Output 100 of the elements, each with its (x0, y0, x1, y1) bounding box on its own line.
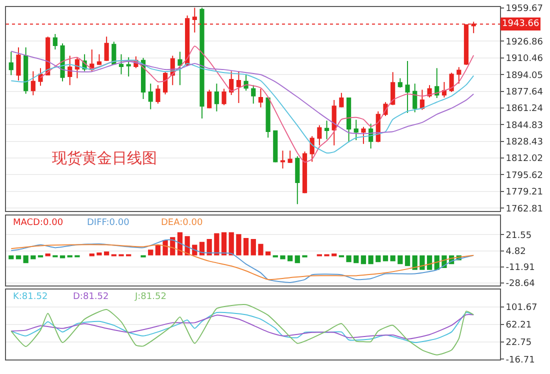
candlestick (339, 92, 344, 108)
candlestick (412, 83, 418, 113)
candlestick (178, 51, 182, 86)
candlestick (442, 81, 447, 98)
candlestick (207, 89, 212, 109)
y-tick-label: 1894.05 (506, 70, 544, 81)
candlestick (354, 119, 358, 141)
candlestick (420, 89, 424, 110)
candlestick (156, 84, 160, 104)
bar (250, 239, 256, 256)
candlestick (74, 56, 80, 79)
ref-line-label: 1943.66 (502, 19, 540, 29)
bar (265, 252, 271, 256)
candlestick (229, 70, 234, 96)
candlestick (162, 70, 168, 95)
candlestick (38, 68, 43, 86)
bar (354, 255, 359, 264)
candlestick (310, 136, 314, 162)
bar (23, 255, 28, 264)
candlestick (302, 151, 308, 194)
bar (346, 255, 352, 262)
bar (30, 255, 36, 260)
bar (221, 232, 227, 256)
text: MACD:0.00 (13, 218, 64, 228)
bar (214, 233, 220, 256)
bar (412, 255, 418, 270)
bar (148, 250, 154, 256)
y-tick-label: 1779.21 (506, 188, 544, 198)
candlestick (118, 54, 124, 75)
bar (280, 255, 286, 260)
bar (60, 255, 66, 258)
y-tick-label: 21.55 (506, 230, 532, 241)
y-tick-label: -28.64 (506, 279, 536, 290)
y-tick-label: 1762.81 (506, 204, 544, 214)
candlestick (295, 156, 300, 205)
candlestick (126, 56, 131, 77)
line-series (10, 304, 474, 356)
candlestick (148, 83, 153, 110)
candlestick (288, 150, 292, 164)
candlestick (30, 70, 36, 96)
bar (368, 255, 374, 264)
candlestick (405, 60, 410, 114)
bar (420, 255, 425, 270)
y-tick-label: -16.71 (506, 355, 535, 366)
bar (390, 255, 396, 262)
y-tick-label: 101.67 (506, 303, 538, 314)
candlestick (317, 124, 322, 146)
bar (236, 234, 242, 256)
y-tick-label: 1926.86 (506, 37, 544, 48)
bar (155, 244, 161, 256)
bar (89, 253, 94, 256)
candlestick (258, 88, 264, 108)
y-tick-label: 4.82 (506, 246, 526, 257)
candlestick (280, 150, 286, 170)
candlestick (273, 130, 278, 163)
y-tick-label: 1828.43 (506, 138, 544, 148)
candlestick (398, 78, 402, 88)
y-tick-label: 62.21 (506, 320, 532, 331)
series-label: DIFF:0.00 (87, 218, 130, 228)
bar (332, 253, 337, 256)
bar (228, 232, 234, 256)
bar (398, 255, 403, 264)
bar (404, 255, 410, 266)
y-tick-label: 1959.67 (506, 4, 544, 14)
y-tick-label: 1812.02 (506, 154, 544, 164)
bar (294, 255, 300, 264)
y-tick-label: 22.75 (506, 338, 532, 348)
y-tick-label: 1877.64 (506, 87, 544, 98)
y-tick-label: 1910.46 (506, 54, 544, 64)
candlestick (324, 120, 330, 140)
bar (243, 238, 249, 256)
bar (360, 255, 366, 264)
annotation: 现货黄金日线图 (52, 149, 157, 167)
candlestick (140, 57, 146, 100)
candlestick (434, 68, 440, 99)
bar (16, 255, 22, 260)
candlestick (236, 70, 241, 104)
line-series (10, 50, 474, 134)
candlestick (251, 84, 256, 104)
candlestick (332, 99, 336, 146)
text: D:81.52 (73, 292, 109, 302)
bar (177, 232, 183, 256)
bar (382, 255, 388, 262)
candlestick (68, 55, 72, 86)
candlestick (52, 34, 58, 50)
bar (288, 255, 293, 262)
y-tick-label: 1861.24 (506, 104, 544, 114)
bar (258, 244, 264, 256)
series-label: DEA:0.00 (161, 218, 203, 228)
candlestick (266, 96, 270, 138)
candlestick (222, 88, 226, 106)
bar (206, 239, 212, 256)
bar (199, 242, 205, 256)
y-tick-label: 1795.62 (506, 170, 544, 181)
bar (8, 255, 14, 260)
bar (426, 255, 432, 270)
candlestick (24, 46, 28, 94)
bar (104, 252, 110, 256)
text: J:81.52 (134, 292, 166, 302)
y-tick-label: 1844.83 (506, 120, 544, 131)
